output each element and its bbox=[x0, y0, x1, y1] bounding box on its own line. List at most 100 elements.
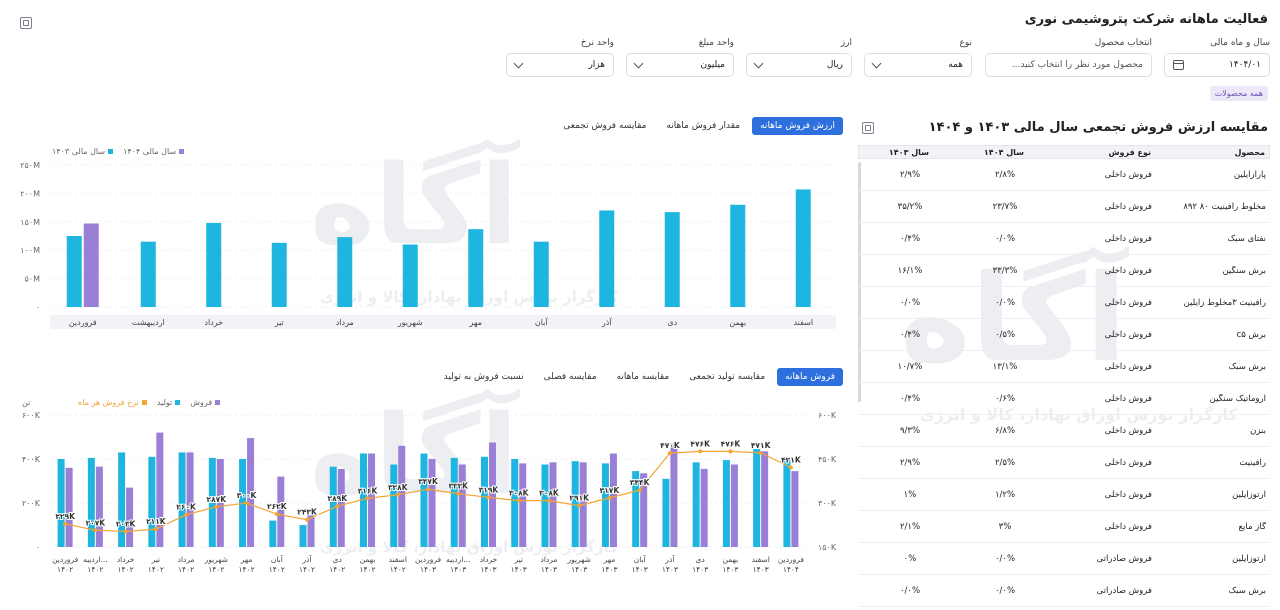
legend-item-production[interactable]: تولید bbox=[157, 398, 181, 407]
x-tick-label: مرداد bbox=[540, 555, 557, 564]
bar-production bbox=[632, 471, 640, 547]
header-1403[interactable]: سال ۱۴۰۳ bbox=[888, 147, 930, 157]
chevron-down-icon bbox=[871, 58, 882, 68]
table-row[interactable]: بنزن فروش داخلی ۶/۸% ۹/۳% bbox=[858, 415, 1270, 447]
cell-1404: ۳% bbox=[998, 521, 1012, 532]
x-tick-label-year: ۱۴۰۲ bbox=[87, 565, 103, 574]
y-tick-label: ۲۰۰M bbox=[20, 189, 40, 198]
legend-item-rate[interactable]: نرخ فروش هر ماه bbox=[78, 398, 147, 407]
bar-1404 bbox=[83, 223, 99, 307]
rate-point bbox=[365, 496, 370, 501]
x-tick-label: تیر bbox=[151, 555, 161, 564]
rate-label: ۳۰۸K bbox=[539, 489, 560, 498]
bar-production bbox=[783, 460, 791, 547]
table-row[interactable]: گاز مایع فروش داخلی ۳% ۲/۱% bbox=[858, 511, 1270, 543]
bar-sales bbox=[549, 462, 557, 547]
top-chart-tabs: ارزش فروش ماهانه مقدار فروش ماهانه مقایس… bbox=[555, 117, 843, 135]
amount-unit-select[interactable]: میلیون bbox=[626, 53, 734, 77]
bar-production bbox=[299, 525, 307, 547]
legend-item-1403[interactable]: سال مالی ۱۴۰۳ bbox=[52, 147, 114, 156]
cell-1403: ۰/۴% bbox=[899, 329, 921, 340]
bar-1403 bbox=[599, 210, 615, 307]
tab-sales-production-ratio[interactable]: نسبت فروش به تولید bbox=[443, 372, 524, 382]
product-placeholder: محصول مورد نظر را انتخاب کنید... bbox=[1011, 60, 1143, 70]
table-row[interactable]: برش سبک فروش صادراتی ۰/۰% ۰/۰% bbox=[858, 575, 1270, 607]
rate-point bbox=[214, 504, 219, 509]
table-row[interactable]: مخلوط رافینیت ۸۰ ۸۹۲ فروش داخلی ۲۳/۷% ۳۵/۲% bbox=[858, 191, 1270, 223]
x-tick-label: مهر bbox=[240, 555, 253, 564]
currency-select[interactable]: ریال bbox=[746, 53, 852, 77]
cell-product: برش سبک bbox=[1228, 361, 1266, 372]
y-tick-label: ۲۵۰M bbox=[20, 161, 40, 170]
legend-item-sales[interactable]: فروش bbox=[190, 398, 221, 407]
x-tick-label: دی bbox=[696, 555, 705, 564]
table-scrollbar[interactable] bbox=[858, 162, 861, 402]
filter-label: سال و ماه مالی bbox=[1210, 38, 1270, 48]
bar-1403 bbox=[795, 189, 811, 307]
product-select[interactable]: محصول مورد نظر را انتخاب کنید... bbox=[985, 53, 1152, 77]
all-products-badge[interactable]: همه محصولات bbox=[1209, 86, 1268, 101]
cell-product: برش سبک bbox=[1228, 585, 1266, 596]
header-sale-type[interactable]: نوع فروش bbox=[1108, 147, 1152, 157]
x-tick-label: فروردین bbox=[52, 555, 79, 564]
tab-cumulative-sales[interactable]: مقایسه فروش تجمعی bbox=[563, 121, 647, 131]
rate-label: ۳۱۶K bbox=[358, 486, 379, 495]
bar-production bbox=[480, 456, 488, 547]
tab-monthly-sales-quantity[interactable]: مقدار فروش ماهانه bbox=[666, 121, 741, 131]
table-row[interactable]: پارازایلین فروش داخلی ۲/۸% ۲/۹% bbox=[858, 159, 1270, 191]
bar-1403 bbox=[402, 244, 418, 307]
rate-label: ۳۴۴K bbox=[630, 478, 651, 487]
bar-production bbox=[178, 452, 186, 547]
tab-monthly-comparison[interactable]: مقایسه ماهانه bbox=[616, 372, 670, 382]
tab-monthly-sales-value[interactable]: ارزش فروش ماهانه bbox=[752, 117, 843, 135]
table-row[interactable]: نفتای سبک فروش داخلی ۰/۰% ۰/۴% bbox=[858, 223, 1270, 255]
bar-sales bbox=[761, 451, 769, 547]
bar-sales bbox=[640, 473, 648, 547]
top-chart-legend: سال مالی ۱۴۰۴ سال مالی ۱۴۰۳ bbox=[52, 147, 185, 156]
cell-product: رافینیت bbox=[1239, 457, 1266, 468]
legend-item-1404[interactable]: سال مالی ۱۴۰۴ bbox=[123, 147, 185, 156]
left-y-tick-label: ۶۰۰K bbox=[22, 411, 41, 420]
table-row[interactable]: برش سنگین فروش داخلی ۳۳/۳% ۱۶/۱% bbox=[858, 255, 1270, 287]
cell-1403: ۰/۰% bbox=[899, 585, 921, 596]
left-y-tick-label: ۲۰۰K bbox=[22, 499, 41, 508]
x-tick-label-year: ۱۴۰۲ bbox=[57, 565, 73, 574]
type-select[interactable]: همه bbox=[864, 53, 972, 77]
bar-production bbox=[57, 459, 65, 547]
bar-sales bbox=[670, 443, 678, 547]
rate-label: ۲۰۳K bbox=[116, 519, 137, 528]
header-product[interactable]: محصول bbox=[1234, 147, 1265, 157]
table-row[interactable]: برش سبک فروش داخلی ۱۳/۱% ۱۰/۷% bbox=[858, 351, 1270, 383]
table-row[interactable]: آروماتیک سنگین فروش داخلی ۰/۶% ۰/۴% bbox=[858, 383, 1270, 415]
bar-sales bbox=[277, 476, 285, 547]
table-row[interactable]: رافینیت ۳مخلوط زایلین فروش داخلی ۰/۰% ۰/۰% bbox=[858, 287, 1270, 319]
filter-label: نوع bbox=[959, 38, 972, 48]
cell-product: گاز مایع bbox=[1238, 521, 1266, 532]
x-tick-label: آذر bbox=[601, 317, 612, 327]
header-1404[interactable]: سال ۱۴۰۴ bbox=[983, 147, 1025, 157]
bar-sales bbox=[730, 464, 738, 547]
tab-seasonal-comparison[interactable]: مقایسه فصلی bbox=[543, 372, 597, 382]
rate-label: ۲۸۷K bbox=[207, 495, 228, 504]
table-row[interactable]: ارتوزایلین فروش صادراتی ۰/۰% ۰% bbox=[858, 543, 1270, 575]
cell-sale-type: فروش صادراتی bbox=[1096, 553, 1152, 564]
x-tick-label: خرداد bbox=[204, 318, 223, 327]
bar-1403 bbox=[337, 237, 353, 307]
x-tick-label-year: ۱۴۰۳ bbox=[662, 565, 678, 574]
cell-1404: ۰/۶% bbox=[994, 393, 1016, 404]
tab-monthly-sales[interactable]: فروش ماهانه bbox=[777, 368, 843, 386]
export-icon[interactable] bbox=[20, 17, 32, 29]
table-row[interactable]: رافینیت فروش داخلی ۲/۵% ۲/۹% bbox=[858, 447, 1270, 479]
rate-unit-select[interactable]: هزار bbox=[506, 53, 614, 77]
export-icon[interactable] bbox=[862, 122, 874, 134]
cell-1403: ۹/۳% bbox=[899, 425, 921, 436]
table-row[interactable]: ارتوزایلین فروش داخلی ۱/۲% ۱% bbox=[858, 479, 1270, 511]
tab-cumulative-production[interactable]: مقایسه تولید تجمعی bbox=[689, 372, 766, 382]
rate-point bbox=[395, 492, 400, 497]
x-tick-label: اردیبه... bbox=[446, 555, 471, 564]
year-month-picker[interactable]: ۱۴۰۴/۰۱ bbox=[1164, 53, 1270, 77]
x-tick-label: تیر bbox=[513, 555, 523, 564]
table-row[interactable]: برش c۵ فروش داخلی ۰/۵% ۰/۴% bbox=[858, 319, 1270, 351]
rate-label: ۴۷۱K bbox=[751, 441, 772, 450]
